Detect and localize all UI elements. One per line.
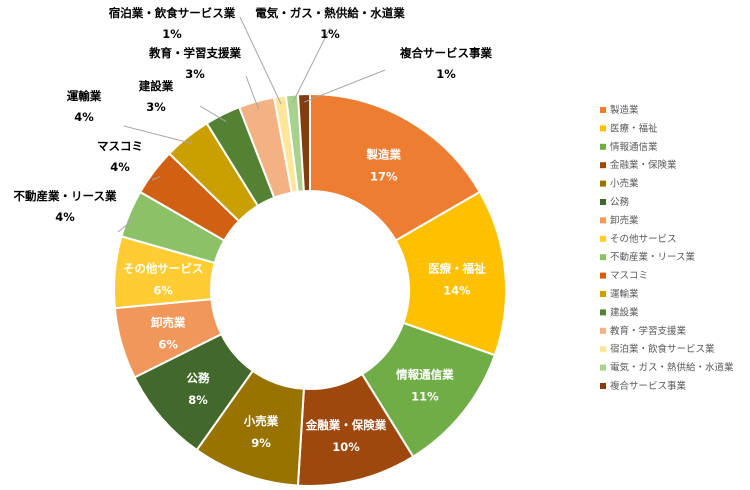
legend-swatch: [600, 383, 606, 389]
data-label-name: 電気・ガス・熱供給・水道業: [255, 6, 405, 20]
legend-label: 情報通信業: [610, 141, 658, 153]
data-label-name: 小売業: [243, 414, 279, 428]
legend-swatch: [600, 346, 606, 353]
legend-label: 電気・ガス・熱供給・水道業: [610, 362, 734, 374]
legend-swatch: [600, 364, 606, 371]
data-label-value: 1%: [162, 27, 182, 41]
data-label-name: 宿泊業・飲食サービス業: [109, 6, 236, 20]
legend-label: 建設業: [610, 306, 639, 318]
slices: [113, 92, 507, 487]
data-label-name: 製造業: [366, 147, 402, 161]
legend-swatch: [600, 217, 606, 224]
leader-line-13: [245, 75, 260, 110]
leader-line-10: [151, 176, 161, 181]
legend-label: 運輸業: [610, 288, 639, 300]
legend-label: 教育・学習支援業: [610, 325, 687, 337]
leader-line-16: [304, 69, 386, 103]
data-label-value: 9%: [251, 436, 271, 450]
legend-label: 複合サービス事業: [610, 380, 687, 392]
leader-line-14: [239, 16, 282, 105]
data-label-value: 6%: [158, 337, 178, 351]
data-label-value: 8%: [188, 393, 208, 407]
data-label-value: 3%: [185, 67, 205, 81]
legend-label: 公務: [610, 196, 630, 208]
legend-label: 医療・福祉: [610, 122, 658, 134]
data-label-value: 4%: [110, 160, 130, 174]
leader-line-11: [123, 125, 193, 145]
legend-swatch: [600, 291, 606, 297]
data-label-value: 11%: [411, 389, 439, 403]
legend-swatch: [600, 125, 606, 132]
data-label-value: 4%: [55, 210, 75, 224]
data-label-name: 金融業・保険業: [305, 418, 387, 432]
leader-line-12: [199, 105, 227, 123]
data-label-name: その他サービス: [123, 261, 204, 275]
legend-swatch: [600, 143, 606, 150]
legend-label: 製造業: [610, 104, 639, 116]
legend-label: 金融業・保険業: [610, 159, 677, 171]
data-label-name: 医療・福祉: [428, 261, 486, 275]
data-label-name: 教育・学習支援業: [148, 46, 241, 60]
slice-16: [296, 92, 311, 193]
legend-swatch: [600, 235, 606, 242]
legend-label: マスコミ: [610, 271, 648, 282]
legend: 製造業医療・福祉情報通信業金融業・保険業小売業公務卸売業その他サービス不動産業・…: [600, 104, 734, 392]
legend-swatch: [600, 254, 606, 261]
data-label-value: 3%: [146, 100, 166, 114]
legend-swatch: [600, 107, 606, 113]
data-label-value: 1%: [320, 27, 340, 41]
data-label-name: 建設業: [139, 79, 174, 93]
leader-lines: [117, 16, 386, 233]
data-label-name: 公務: [186, 371, 209, 385]
data-label-name: 複合サービス事業: [399, 46, 492, 60]
data-label-value: 6%: [153, 283, 173, 297]
data-label-value: 10%: [332, 440, 360, 454]
data-labels: 製造業 17% 医療・福祉 14% 情報通信業 11% 金融業・保険業 10% 小売業 9% 公務 8…: [14, 6, 493, 454]
slice-1: [309, 92, 482, 242]
legend-swatch: [600, 162, 606, 169]
data-label-name: 卸売業: [151, 315, 186, 329]
legend-label: その他サービス: [610, 233, 677, 245]
data-label-name: マスコミ: [97, 139, 143, 153]
leader-line-15: [292, 27, 331, 104]
legend-swatch: [600, 199, 606, 205]
legend-swatch: [600, 272, 606, 279]
data-label-value: 17%: [370, 169, 398, 183]
data-label-value: 1%: [436, 67, 456, 81]
legend-label: 宿泊業・飲食サービス業: [610, 343, 715, 355]
legend-swatch: [600, 180, 606, 187]
data-label-value: 14%: [443, 283, 471, 297]
data-label-name: 運輸業: [67, 89, 102, 103]
data-label-value: 4%: [74, 110, 94, 124]
data-label-name: 情報通信業: [395, 367, 454, 381]
legend-label: 小売業: [610, 178, 639, 190]
data-label-name: 不動産業・リース業: [14, 189, 117, 203]
leader-line-9: [117, 216, 138, 233]
legend-swatch: [600, 327, 606, 334]
legend-swatch: [600, 309, 606, 316]
legend-label: 不動産業・リース業: [610, 251, 696, 263]
legend-label: 卸売業: [610, 214, 639, 226]
